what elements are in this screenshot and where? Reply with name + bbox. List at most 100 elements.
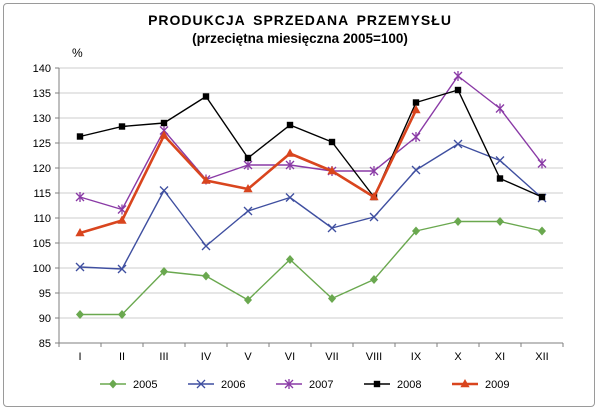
x-tick-label: III xyxy=(159,351,168,363)
axes xyxy=(55,67,564,347)
y-tick-label: 95 xyxy=(39,288,51,300)
legend-marker xyxy=(460,379,470,388)
x-tick-labels: I II III IV V VI VII VIII IX X XI XII xyxy=(78,351,548,363)
legend-marker-stroke xyxy=(196,379,206,389)
x-tick-label: XII xyxy=(535,351,548,363)
x-tick-label: IV xyxy=(201,351,212,363)
legend-label: 2009 xyxy=(485,379,509,391)
data-point-2009 xyxy=(159,130,169,139)
legend-item-2007: 2007 xyxy=(276,379,333,391)
y-tick-label: 100 xyxy=(33,263,51,275)
data-point-2007 xyxy=(117,204,127,215)
series-line-2006 xyxy=(79,143,543,270)
data-point-2006 xyxy=(327,223,337,233)
x-tick-label: I xyxy=(78,351,81,363)
chart-frame xyxy=(3,3,595,407)
y-tick-label: 140 xyxy=(33,63,51,75)
legend-item-2006: 2006 xyxy=(188,379,245,391)
x-tick-label: V xyxy=(244,351,252,363)
legend-marker xyxy=(284,379,294,389)
data-point-2006-stroke xyxy=(159,186,169,195)
data-point-2006-stroke xyxy=(411,165,421,175)
data-point-2005 xyxy=(118,310,126,319)
data-point-2006-stroke xyxy=(453,139,463,149)
legend: 2005 2006 2007 2008 2009 xyxy=(100,379,509,391)
data-point-2007 xyxy=(369,166,379,176)
y-tick-labels: 85 90 95 100 105 110 115 120 125 130 135 140 xyxy=(33,63,51,350)
data-point-2009 xyxy=(327,166,337,175)
x-tick-label: II xyxy=(119,351,125,363)
data-point-2007 xyxy=(411,132,421,142)
data-point-2006-stroke xyxy=(201,241,211,251)
y-tick-label: 115 xyxy=(33,188,51,200)
data-point-2005 xyxy=(496,217,504,226)
data-point-2006-stroke xyxy=(243,206,253,216)
data-point-2009 xyxy=(285,148,295,157)
data-point-2008 xyxy=(328,138,336,146)
data-point-2007 xyxy=(537,158,547,169)
y-tick-label: 125 xyxy=(33,138,51,150)
legend-label: 2006 xyxy=(221,379,245,391)
series-line-2005 xyxy=(80,220,543,316)
data-point-2005 xyxy=(412,226,420,236)
series-group xyxy=(75,71,547,319)
data-point-2007 xyxy=(243,160,253,170)
chart-title: PRODUKCJA SPRZEDANA PRZEMYSŁU xyxy=(148,12,452,28)
data-point-2005 xyxy=(160,267,168,276)
x-tick-label: VIII xyxy=(366,351,383,363)
y-axis-unit-label: % xyxy=(72,46,83,60)
series-2005 xyxy=(76,217,546,319)
y-tick-label: 120 xyxy=(33,163,51,175)
legend-item-2008: 2008 xyxy=(364,379,421,391)
data-point-2006 xyxy=(201,241,211,251)
legend-label: 2005 xyxy=(133,379,157,391)
x-tick-label: IX xyxy=(411,351,422,363)
data-point-2005 xyxy=(370,275,378,284)
data-point-2006 xyxy=(285,193,295,202)
x-tick-label: VI xyxy=(285,351,295,363)
data-point-2009 xyxy=(243,184,253,193)
data-point-2005 xyxy=(76,310,84,319)
data-point-2008 xyxy=(244,154,252,162)
data-point-2006-stroke xyxy=(117,264,127,274)
data-point-2008 xyxy=(496,175,504,182)
legend-label: 2007 xyxy=(309,379,333,391)
x-tick-label: X xyxy=(454,351,462,363)
data-point-2006 xyxy=(159,186,169,195)
data-point-2006 xyxy=(453,139,463,149)
y-tick-label: 110 xyxy=(33,213,51,225)
data-point-2006 xyxy=(243,206,253,216)
legend-label: 2008 xyxy=(397,379,421,391)
legend-item-2005: 2005 xyxy=(100,379,157,391)
data-point-2008 xyxy=(160,119,168,127)
y-tick-label: 85 xyxy=(39,338,51,350)
data-point-2008 xyxy=(412,99,420,106)
data-point-2006-stroke xyxy=(495,156,505,165)
legend-marker xyxy=(373,380,381,388)
data-point-2005 xyxy=(244,295,252,305)
data-point-2005 xyxy=(286,255,294,264)
data-point-2007 xyxy=(453,71,463,81)
series-2006 xyxy=(75,139,547,274)
data-point-2006 xyxy=(117,264,127,274)
y-tick-label: 135 xyxy=(33,88,51,100)
data-point-2009 xyxy=(201,175,211,184)
y-tick-label: 105 xyxy=(33,238,51,250)
data-point-2006-stroke xyxy=(369,212,379,222)
legend-item-2009: 2009 xyxy=(452,379,509,391)
data-point-2009 xyxy=(75,228,85,237)
x-tick-label: XI xyxy=(495,351,505,363)
data-point-2006-stroke xyxy=(327,223,337,233)
legend-marker xyxy=(196,379,206,389)
data-point-2005 xyxy=(538,226,546,236)
data-point-2009 xyxy=(369,192,379,201)
data-point-2005 xyxy=(202,271,210,281)
y-tick-label: 130 xyxy=(33,113,51,125)
data-point-2009 xyxy=(411,105,421,114)
data-point-2008 xyxy=(454,86,462,94)
data-point-2007 xyxy=(75,192,85,202)
chart-subtitle: (przeciętna miesięczna 2005=100) xyxy=(192,31,408,46)
data-point-2006-stroke xyxy=(75,262,85,272)
data-point-2006 xyxy=(369,212,379,222)
